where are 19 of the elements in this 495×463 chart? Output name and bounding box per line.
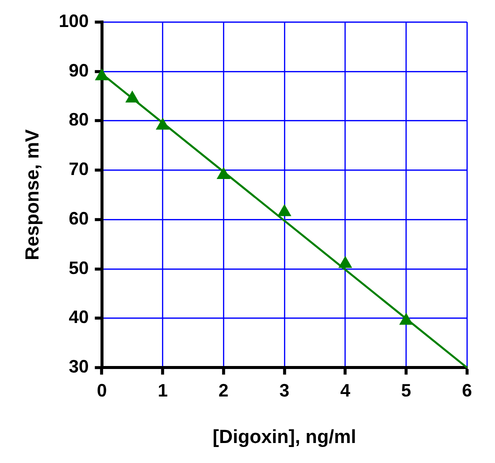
y-axis-title: Response, mV — [22, 129, 44, 260]
y-tick-label: 70 — [68, 159, 89, 180]
point — [277, 204, 292, 216]
y-tick-label: 90 — [68, 60, 89, 80]
point — [338, 256, 352, 268]
x-tick-label: 5 — [401, 380, 412, 400]
y-tick-label: 100 — [58, 10, 89, 31]
y-tick-label: 80 — [68, 110, 89, 130]
y-tick-label: 40 — [68, 307, 89, 328]
x-tick-label: 0 — [96, 380, 107, 400]
y-tick-label: 50 — [68, 258, 89, 278]
x-axis-title: [Digoxin], ng/ml — [212, 426, 356, 448]
y-tick-label: 60 — [68, 208, 89, 228]
x-tick-label: 1 — [158, 380, 168, 400]
x-tick-label: 6 — [462, 380, 472, 400]
x-tick-label: 3 — [279, 380, 290, 400]
x-tick-label: 2 — [218, 380, 229, 400]
y-tick-label: 30 — [68, 356, 89, 377]
x-tick-label: 4 — [340, 380, 350, 400]
